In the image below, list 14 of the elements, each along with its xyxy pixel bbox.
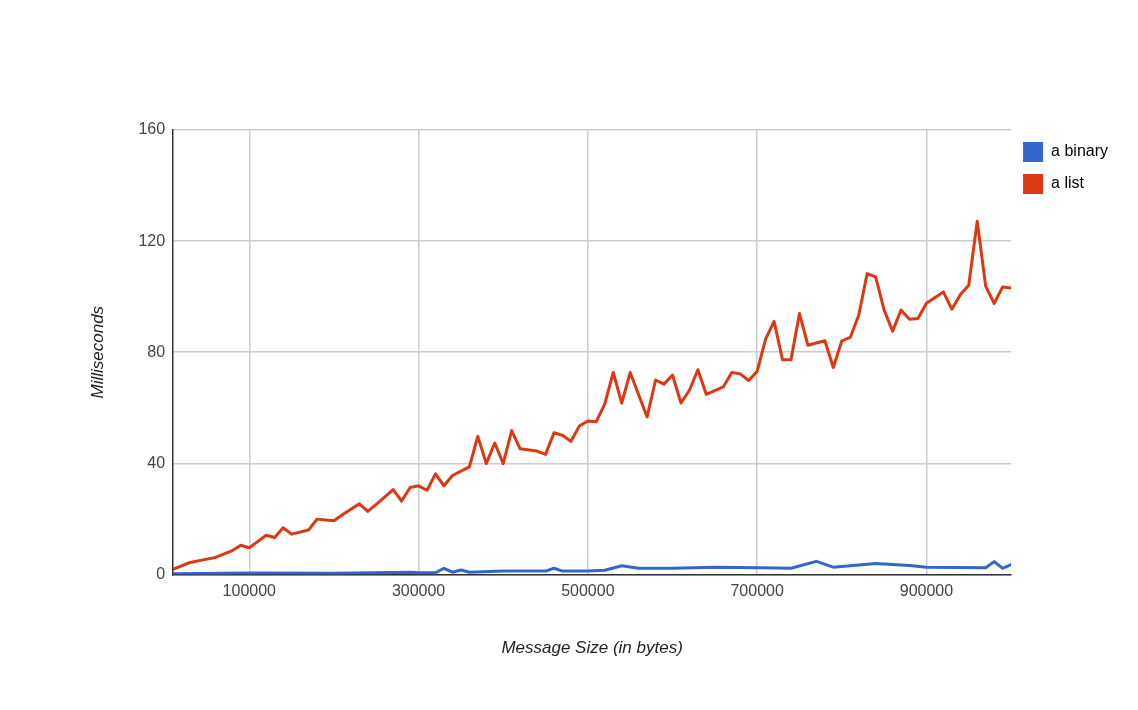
y-tick-label: 80 bbox=[147, 342, 166, 360]
x-tick-label: 100000 bbox=[222, 582, 277, 600]
y-tick-label: 120 bbox=[138, 231, 166, 249]
legend-label: a binary bbox=[1051, 142, 1108, 160]
x-tick-label: 500000 bbox=[561, 582, 615, 600]
x-tick-label: 300000 bbox=[391, 582, 446, 600]
legend-label: a list bbox=[1051, 174, 1085, 192]
y-tick-label: 160 bbox=[138, 120, 166, 138]
y-tick-label: 0 bbox=[156, 564, 166, 582]
y-axis-title: Milliseconds bbox=[87, 305, 107, 399]
x-tick-label: 900000 bbox=[899, 582, 954, 600]
x-axis-title: Message Size (in bytes) bbox=[501, 637, 683, 657]
y-tick-label: 40 bbox=[147, 453, 166, 471]
x-tick-label: 700000 bbox=[730, 582, 784, 600]
